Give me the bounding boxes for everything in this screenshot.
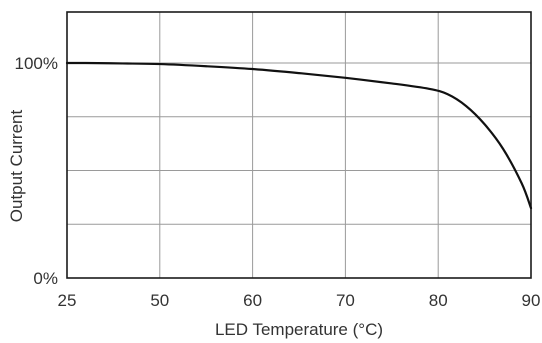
x-tick-label: 80 [429,291,448,310]
y-tick-label: 100% [15,54,58,73]
x-tick-label: 25 [58,291,77,310]
plot-frame [66,11,532,279]
grid-lines [67,12,531,278]
x-tick-labels: 25 50 60 70 80 90 [58,291,541,310]
x-axis-title: LED Temperature (°C) [215,320,383,339]
y-tick-labels: 0% 100% [15,54,58,288]
x-tick-label: 90 [522,291,541,310]
y-tick-label: 0% [33,269,58,288]
x-tick-label: 70 [336,291,355,310]
series-line [65,61,533,210]
y-axis-title: Output Current [7,110,26,223]
x-tick-label: 50 [150,291,169,310]
x-tick-label: 60 [243,291,262,310]
